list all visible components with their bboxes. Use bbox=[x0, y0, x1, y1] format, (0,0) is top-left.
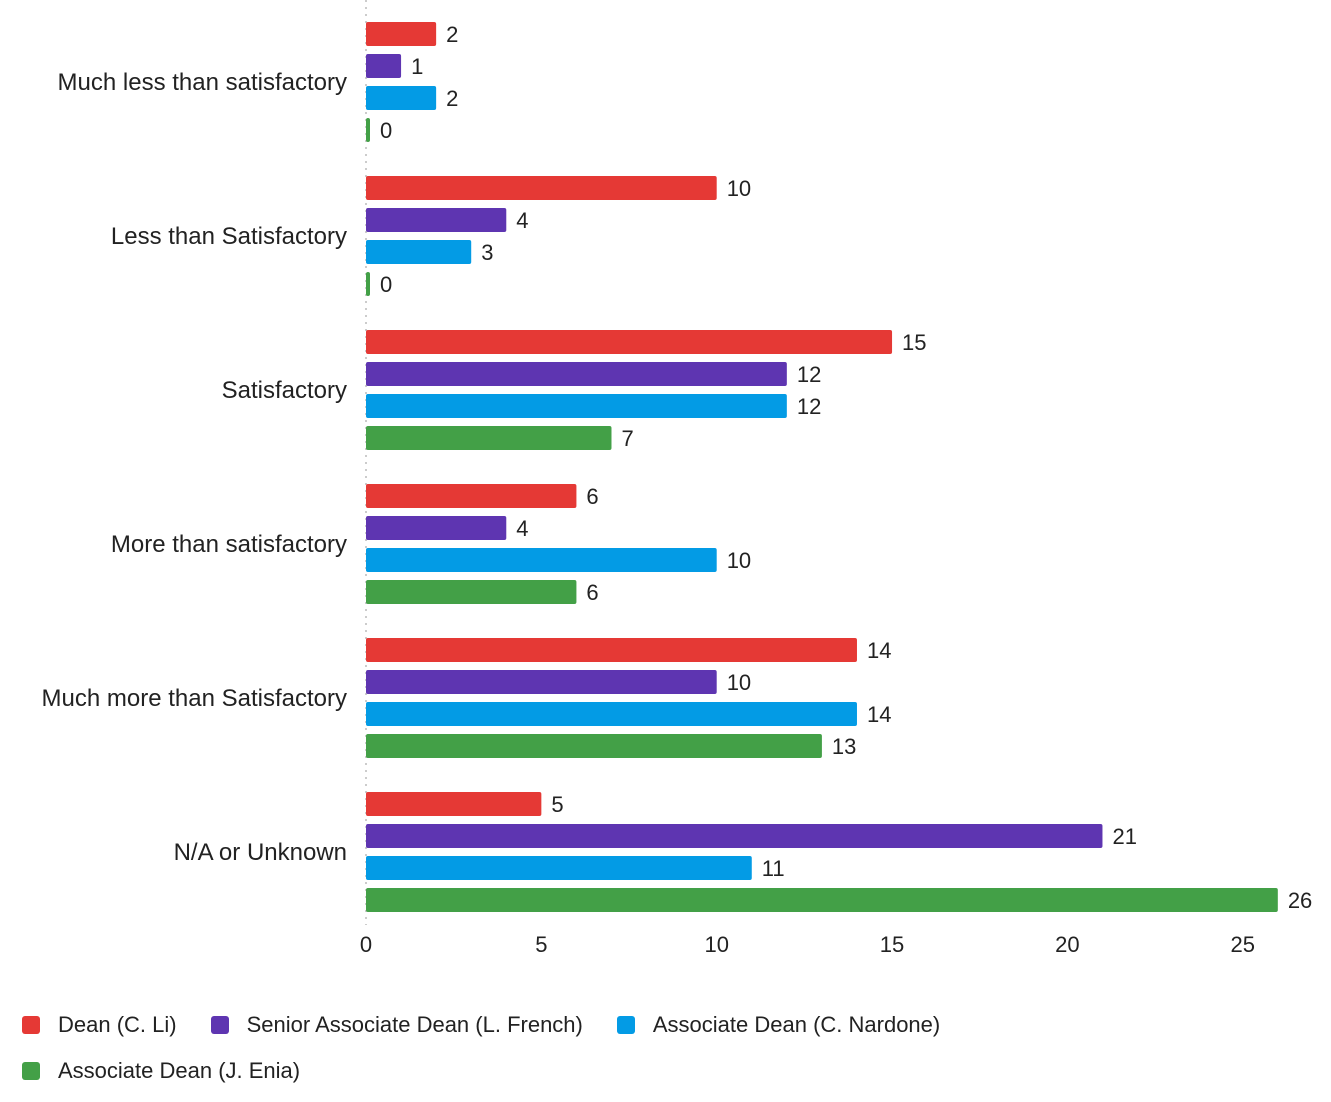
data-label: 1 bbox=[411, 54, 423, 79]
data-label: 26 bbox=[1288, 888, 1312, 913]
bar[interactable] bbox=[366, 54, 402, 78]
bar[interactable] bbox=[366, 548, 717, 572]
data-label: 10 bbox=[727, 670, 751, 695]
data-label: 0 bbox=[380, 118, 392, 143]
bar[interactable] bbox=[366, 824, 1103, 848]
data-label: 4 bbox=[516, 208, 528, 233]
data-label: 10 bbox=[727, 176, 751, 201]
bar[interactable] bbox=[366, 484, 577, 508]
legend-swatch bbox=[22, 1016, 40, 1034]
bar[interactable] bbox=[366, 702, 857, 726]
data-label: 2 bbox=[446, 22, 458, 47]
legend-label: Associate Dean (J. Enia) bbox=[58, 1058, 301, 1083]
data-label: 5 bbox=[551, 792, 563, 817]
bar[interactable] bbox=[366, 22, 437, 46]
bar[interactable] bbox=[366, 272, 370, 296]
legend-label: Associate Dean (C. Nardone) bbox=[652, 1012, 941, 1037]
data-label: 11 bbox=[762, 856, 785, 881]
legend-swatch bbox=[210, 1016, 229, 1034]
legend-item-associate-dean-j-enia[interactable]: Associate Dean (J. Enia) bbox=[22, 1058, 300, 1084]
legend-item-associate-dean-c-nardone[interactable]: Associate Dean (C. Nardone) bbox=[616, 1012, 941, 1038]
bar[interactable] bbox=[366, 670, 717, 694]
bar[interactable] bbox=[366, 580, 577, 604]
legend-item-dean-c-li[interactable]: Dean (C. Li) bbox=[22, 1012, 177, 1038]
data-label: 12 bbox=[797, 394, 821, 419]
category-label: Less than Satisfactory bbox=[111, 223, 347, 250]
data-label: 4 bbox=[516, 516, 528, 541]
category-label: Much less than satisfactory bbox=[58, 69, 347, 96]
bar[interactable] bbox=[366, 638, 857, 662]
data-label: 6 bbox=[586, 484, 598, 509]
data-label: 12 bbox=[797, 362, 821, 387]
legend: Dean (C. Li) Senior Associate Dean (L. F… bbox=[22, 1010, 1312, 1102]
x-tick-label: 15 bbox=[880, 932, 904, 957]
bar[interactable] bbox=[366, 426, 612, 450]
data-label: 14 bbox=[867, 702, 891, 727]
category-label: More than satisfactory bbox=[111, 531, 347, 558]
legend-row-2: Associate Dean (J. Enia) bbox=[22, 1056, 1312, 1086]
x-tick-label: 0 bbox=[360, 932, 372, 957]
bar[interactable] bbox=[366, 516, 507, 540]
bar[interactable] bbox=[366, 240, 472, 264]
data-label: 13 bbox=[832, 734, 856, 759]
legend-item-senior-associate-dean-l-french[interactable]: Senior Associate Dean (L. French) bbox=[210, 1012, 583, 1038]
bar[interactable] bbox=[366, 330, 893, 354]
category-label: Satisfactory bbox=[222, 377, 347, 404]
legend-swatch bbox=[22, 1062, 40, 1080]
bar[interactable] bbox=[366, 856, 752, 880]
bar[interactable] bbox=[366, 118, 370, 142]
legend-row-1: Dean (C. Li) Senior Associate Dean (L. F… bbox=[22, 1010, 1312, 1040]
bar[interactable] bbox=[366, 176, 717, 200]
legend-label: Senior Associate Dean (L. French) bbox=[246, 1012, 583, 1037]
x-tick-label: 25 bbox=[1231, 932, 1255, 957]
data-label: 14 bbox=[867, 638, 891, 663]
data-label: 0 bbox=[380, 272, 392, 297]
x-tick-label: 20 bbox=[1055, 932, 1079, 957]
legend-swatch bbox=[616, 1016, 635, 1034]
x-tick-label: 10 bbox=[704, 932, 728, 957]
bar[interactable] bbox=[366, 888, 1278, 912]
bar[interactable] bbox=[366, 394, 787, 418]
data-label: 7 bbox=[621, 426, 633, 451]
category-label: N/A or Unknown bbox=[174, 839, 347, 866]
bar[interactable] bbox=[366, 208, 507, 232]
x-tick-label: 5 bbox=[535, 932, 547, 957]
data-label: 3 bbox=[481, 240, 493, 265]
data-label: 6 bbox=[586, 580, 598, 605]
data-label: 21 bbox=[1112, 824, 1136, 849]
bar[interactable] bbox=[366, 734, 822, 758]
data-label: 15 bbox=[902, 330, 926, 355]
data-label: 2 bbox=[446, 86, 458, 111]
legend-label: Dean (C. Li) bbox=[58, 1012, 177, 1037]
bar[interactable] bbox=[366, 362, 787, 386]
category-label: Much more than Satisfactory bbox=[42, 685, 347, 712]
data-label: 10 bbox=[727, 548, 751, 573]
bar[interactable] bbox=[366, 792, 542, 816]
bar[interactable] bbox=[366, 86, 437, 110]
